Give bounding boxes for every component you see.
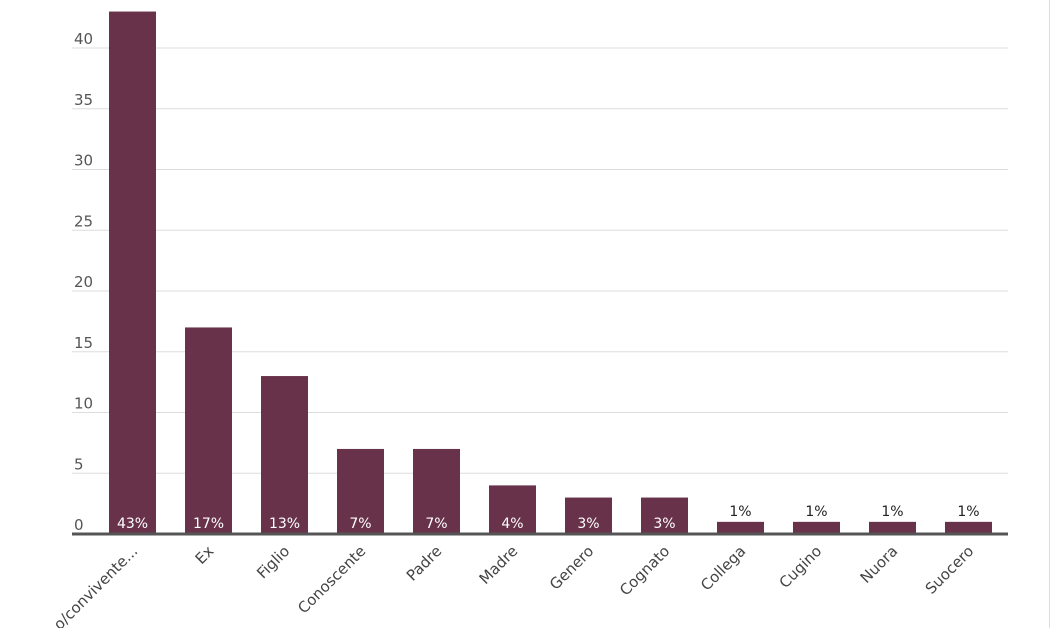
x-category-label: Cognato	[616, 542, 673, 599]
data-label: 4%	[501, 516, 523, 532]
data-label: 1%	[957, 504, 979, 520]
y-tick-label: 25	[74, 212, 93, 230]
bar	[185, 327, 232, 534]
y-tick-label: 20	[74, 273, 93, 291]
x-category-label: Figlio	[253, 542, 293, 582]
x-category-label: Nuora	[857, 542, 902, 587]
data-label: 1%	[881, 504, 903, 520]
x-category-label: Ex	[192, 542, 218, 568]
y-tick-label: 5	[74, 455, 84, 473]
data-label: 3%	[577, 516, 599, 532]
data-label: 1%	[805, 504, 827, 520]
x-category-label: Madre	[476, 542, 522, 588]
x-category-label: Genero	[546, 542, 597, 593]
data-label: 7%	[349, 516, 371, 532]
data-label: 7%	[425, 516, 447, 532]
x-category-label: o/convivente...	[50, 542, 141, 628]
bar	[717, 521, 764, 534]
x-category-label: Collega	[697, 542, 749, 594]
bar	[413, 448, 460, 534]
x-category-label: Suocero	[922, 542, 978, 598]
data-labels: 43% 17% 13% 7% 7% 4% 3% 3% 1% 1% 1% 1%	[117, 504, 980, 532]
bar	[565, 497, 612, 534]
y-axis-ticks: 0 5 10 15 20 25 30 35 40	[74, 30, 93, 534]
y-tick-label: 30	[74, 152, 93, 170]
bar	[793, 521, 840, 534]
bar	[945, 521, 992, 534]
x-category-label: Cugino	[776, 542, 826, 592]
data-label: 3%	[653, 516, 675, 532]
bar	[489, 485, 536, 534]
x-category-label: Conoscente	[294, 542, 369, 617]
y-tick-label: 10	[74, 395, 93, 413]
y-tick-label: 40	[74, 30, 93, 48]
panel-edge	[1049, 0, 1050, 628]
x-category-label: Padre	[403, 542, 446, 585]
bar	[641, 497, 688, 534]
data-label: 17%	[193, 516, 224, 532]
bar	[337, 448, 384, 534]
bar	[261, 376, 308, 534]
y-tick-label: 0	[74, 516, 84, 534]
y-tick-label: 15	[74, 334, 93, 352]
y-tick-label: 35	[74, 91, 93, 109]
x-axis-categories: o/convivente... Ex Figlio Conoscente Padre Ma…	[50, 542, 977, 628]
bar	[109, 11, 156, 535]
bar	[869, 521, 916, 534]
data-label: 43%	[117, 516, 148, 532]
data-label: 1%	[729, 504, 751, 520]
bars	[109, 11, 992, 535]
data-label: 13%	[269, 516, 300, 532]
